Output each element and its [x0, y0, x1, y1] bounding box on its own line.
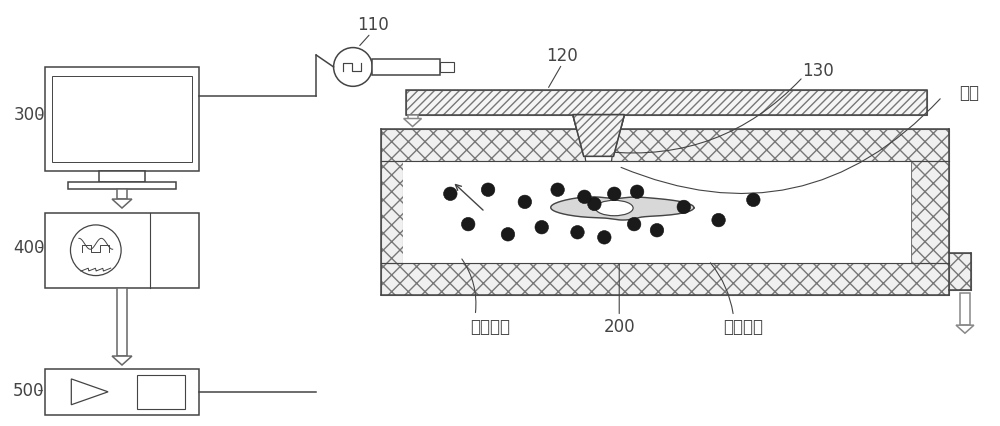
Text: 110: 110 [357, 16, 389, 34]
Circle shape [712, 214, 725, 227]
Polygon shape [551, 198, 694, 221]
Bar [949, 253, 971, 291]
Circle shape [578, 190, 591, 204]
Bar [45, 213, 199, 288]
Circle shape [588, 198, 601, 211]
Bar [406, 91, 927, 115]
Bar [372, 60, 440, 76]
Bar [137, 375, 185, 409]
Text: 120: 120 [546, 47, 578, 65]
Bar [440, 63, 454, 73]
Bar [117, 288, 127, 356]
Bar [45, 369, 199, 414]
Text: 300: 300 [13, 106, 45, 124]
Polygon shape [573, 115, 624, 157]
Circle shape [650, 224, 664, 237]
Circle shape [518, 196, 532, 209]
Circle shape [444, 187, 457, 201]
Polygon shape [112, 356, 132, 365]
Bar [960, 294, 970, 325]
Text: 细胞: 细胞 [959, 83, 979, 101]
Bar [45, 68, 199, 172]
Text: 200: 200 [603, 317, 635, 336]
Ellipse shape [595, 201, 633, 216]
Bar [52, 77, 192, 163]
Polygon shape [956, 325, 974, 334]
Bar [381, 162, 403, 263]
Bar [99, 172, 145, 183]
Circle shape [535, 221, 548, 234]
Bar [406, 91, 927, 115]
Circle shape [630, 186, 644, 199]
Circle shape [481, 184, 495, 197]
Circle shape [571, 226, 584, 239]
Circle shape [461, 218, 475, 231]
Bar [911, 162, 949, 263]
Text: 130: 130 [802, 62, 834, 80]
Polygon shape [71, 379, 108, 405]
Circle shape [501, 228, 515, 242]
Circle shape [627, 218, 641, 231]
Circle shape [334, 49, 372, 87]
Circle shape [551, 184, 564, 197]
Bar [403, 162, 911, 263]
Polygon shape [404, 119, 422, 127]
Bar [381, 263, 949, 296]
Polygon shape [112, 200, 132, 209]
Circle shape [677, 201, 691, 214]
Bar [68, 183, 176, 190]
Text: 纳米分子: 纳米分子 [470, 317, 510, 336]
Text: 500: 500 [13, 381, 45, 399]
Polygon shape [582, 129, 615, 162]
Bar [117, 190, 127, 200]
Text: 400: 400 [13, 238, 45, 256]
Bar [381, 129, 949, 162]
Circle shape [607, 187, 621, 201]
Bar [408, 115, 418, 119]
Polygon shape [573, 115, 624, 157]
Text: 受限空间: 受限空间 [723, 317, 763, 336]
Circle shape [747, 194, 760, 207]
Circle shape [598, 231, 611, 245]
Circle shape [70, 225, 121, 276]
